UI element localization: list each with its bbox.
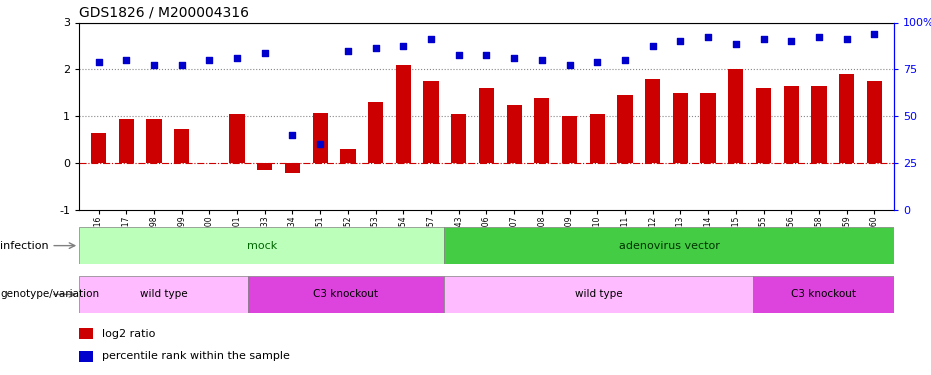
Text: C3 knockout: C3 knockout (791, 290, 856, 299)
Text: wild type: wild type (140, 290, 187, 299)
Text: genotype/variation: genotype/variation (0, 290, 99, 299)
Bar (673, 93, 688, 163)
Bar (313, 112, 328, 163)
Bar (700, 93, 716, 163)
Point (728, 40, 743, 46)
Point (756, 36, 771, 42)
Bar (118, 118, 134, 163)
Point (839, 36, 854, 42)
Bar (756, 88, 771, 163)
Point (784, 38, 799, 44)
Text: wild type: wild type (575, 290, 623, 299)
Point (645, 43, 660, 49)
Point (701, 34, 716, 40)
Bar (839, 74, 855, 163)
Point (534, 57, 549, 63)
Point (119, 57, 134, 63)
Point (506, 55, 521, 61)
Bar (753, 276, 894, 313)
Point (867, 31, 882, 37)
Point (617, 57, 632, 63)
Bar (534, 98, 549, 163)
Bar (811, 86, 827, 163)
Bar (396, 64, 411, 163)
Point (313, 141, 328, 147)
Bar (645, 79, 660, 163)
Bar (589, 114, 605, 163)
Point (202, 57, 217, 63)
Bar (79, 227, 444, 264)
Bar (285, 163, 300, 172)
Point (590, 59, 605, 65)
Bar (248, 276, 444, 313)
Bar (91, 133, 106, 163)
Bar (444, 276, 753, 313)
Point (812, 34, 827, 40)
Text: mock: mock (247, 241, 277, 250)
Bar (444, 227, 894, 264)
Bar (79, 276, 248, 313)
Bar (728, 69, 744, 163)
Point (424, 36, 439, 42)
Point (146, 62, 161, 68)
Bar (452, 114, 466, 163)
Point (230, 55, 245, 61)
Bar (867, 81, 882, 163)
Text: log2 ratio: log2 ratio (102, 329, 155, 339)
Bar (424, 81, 439, 163)
Bar (784, 86, 799, 163)
Text: C3 knockout: C3 knockout (314, 290, 379, 299)
Text: GDS1826 / M200004316: GDS1826 / M200004316 (79, 6, 250, 20)
Bar (146, 118, 162, 163)
Point (396, 43, 411, 49)
Point (673, 38, 688, 44)
Point (562, 62, 577, 68)
Point (174, 62, 189, 68)
Point (91, 59, 106, 65)
Text: percentile rank within the sample: percentile rank within the sample (102, 351, 290, 361)
Text: infection: infection (0, 241, 48, 250)
Bar (79, 351, 93, 362)
Bar (257, 163, 273, 170)
Point (285, 132, 300, 138)
Point (479, 53, 493, 58)
Text: adenovirus vector: adenovirus vector (618, 241, 720, 250)
Bar (341, 149, 356, 163)
Point (257, 50, 272, 56)
Bar (229, 114, 245, 163)
Bar (617, 95, 632, 163)
Point (452, 53, 466, 58)
Point (368, 45, 383, 51)
Bar (368, 102, 384, 163)
Bar (79, 328, 93, 339)
Bar (479, 88, 494, 163)
Bar (174, 129, 189, 163)
Bar (506, 105, 521, 163)
Bar (562, 116, 577, 163)
Point (341, 48, 356, 54)
